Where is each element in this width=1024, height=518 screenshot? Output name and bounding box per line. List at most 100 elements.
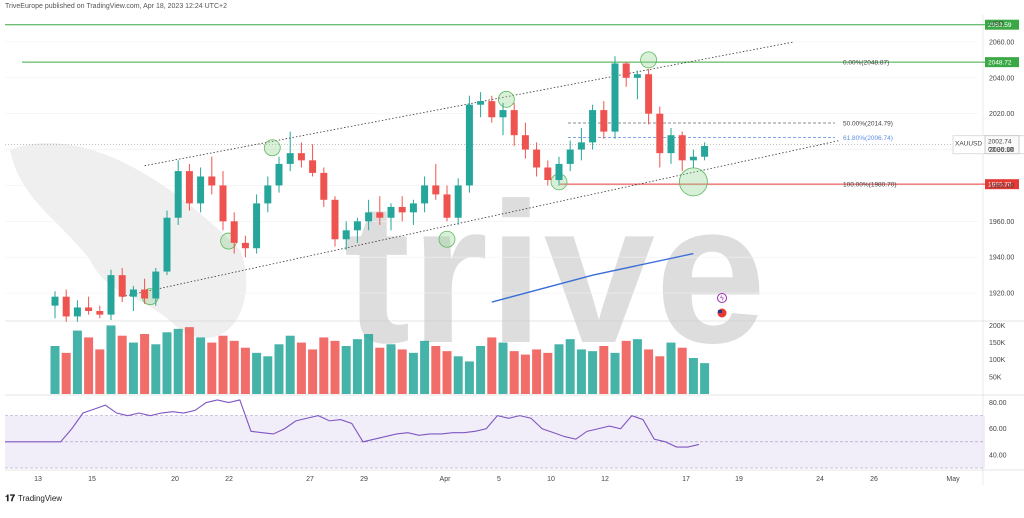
candle-body xyxy=(185,171,193,204)
candle-body xyxy=(465,104,473,186)
volume-bar xyxy=(50,346,60,394)
price-tick-label: 2020.00 xyxy=(989,111,1014,118)
watermark-wing-icon xyxy=(10,143,247,339)
volume-bar xyxy=(610,352,620,394)
candle-body xyxy=(197,176,205,204)
time-tick-label: 10 xyxy=(547,476,555,483)
volume-tick-label: 150K xyxy=(989,340,1006,347)
candle-body xyxy=(163,217,171,272)
fib-label: 0.00%(2048.87) xyxy=(843,59,889,66)
rsi-tick-label: 40.00 xyxy=(989,452,1007,459)
touch-point-marker xyxy=(640,51,657,69)
volume-bar xyxy=(319,337,329,394)
time-tick-label: 5 xyxy=(497,476,501,483)
lightning-event-icon[interactable] xyxy=(717,293,727,303)
candle-body xyxy=(477,101,485,105)
candle-body xyxy=(85,307,93,312)
volume-tick-label: 50K xyxy=(989,374,1002,381)
time-tick-label: 20 xyxy=(171,476,179,483)
volume-bar xyxy=(487,337,497,394)
candle-body xyxy=(533,149,541,168)
time-tick-label: Apr xyxy=(440,476,452,483)
time-tick-label: May xyxy=(946,476,960,483)
lightning-glyph-icon: ϟ xyxy=(720,296,724,303)
volume-bar xyxy=(565,339,575,394)
countdown-label: 03:36:18 xyxy=(988,147,1014,154)
volume-bar xyxy=(554,344,564,394)
volume-bar xyxy=(431,346,441,394)
time-tick-label: 17 xyxy=(682,476,690,483)
candle-body xyxy=(286,153,294,164)
time-tick-label: 24 xyxy=(816,476,824,483)
volume-bar xyxy=(274,344,284,394)
candle-body xyxy=(398,206,406,213)
touch-point-marker xyxy=(679,167,708,197)
axes: USD2060.002040.002020.002000.001980.0019… xyxy=(34,21,1014,483)
volume-tick-label: 100K xyxy=(989,357,1006,364)
touch-point-marker xyxy=(497,90,515,108)
currency-label: USD xyxy=(989,21,1004,28)
volume-tick-label: 200K xyxy=(989,323,1006,330)
fib-retracement[interactable]: 0.00%(2048.87) 50.00%(2014.79) 61.80%(2006… xyxy=(568,59,897,189)
volume-bar xyxy=(397,349,407,394)
published-header: TriveEurope published on TradingView.com… xyxy=(5,3,227,10)
candle-body xyxy=(96,311,104,315)
candle-body xyxy=(174,171,182,218)
candle-body xyxy=(275,163,283,186)
tradingview-logo-icon: 𝟏𝟕 xyxy=(5,493,16,503)
level-price-label: 2069.59 xyxy=(988,22,1012,29)
candle-body xyxy=(230,221,238,243)
time-tick-label: 13 xyxy=(34,476,42,483)
volume-bar xyxy=(151,344,161,394)
level-price-badge xyxy=(985,179,1019,190)
time-tick-label: 22 xyxy=(225,476,233,483)
volume-bar xyxy=(162,332,172,394)
time-tick-label: 26 xyxy=(870,476,878,483)
level-price-badge xyxy=(985,19,1019,30)
fib-label: 61.80%(2006.74) xyxy=(843,135,893,142)
level-price-label: 2048.72 xyxy=(988,60,1012,67)
price-tick-label: 1960.00 xyxy=(989,219,1014,226)
volume-bar xyxy=(84,337,94,394)
volume-bar xyxy=(532,349,542,394)
volume-bar xyxy=(408,352,418,394)
volume-bar xyxy=(364,334,374,394)
candle-body xyxy=(432,185,440,195)
volume-bar xyxy=(240,347,250,394)
candle-body xyxy=(689,156,697,161)
volume-bar xyxy=(375,347,385,394)
volume-pane xyxy=(50,325,710,394)
tradingview-footer[interactable]: 𝟏𝟕 TradingView xyxy=(5,493,62,504)
candle-body xyxy=(387,206,395,218)
volume-bar xyxy=(442,351,452,394)
time-tick-label: 29 xyxy=(360,476,368,483)
volume-bar xyxy=(252,352,262,394)
candle-body xyxy=(600,110,608,132)
last-price-label: 2002.74 xyxy=(988,139,1012,146)
volume-bar xyxy=(184,327,194,394)
rsi-tick-label: 80.00 xyxy=(989,400,1007,407)
candle-body xyxy=(320,172,328,200)
volume-bar xyxy=(509,351,519,394)
volume-bar xyxy=(218,335,228,394)
fib-label: 50.00%(2014.79) xyxy=(843,121,893,128)
candle-body xyxy=(633,74,641,78)
candle-body xyxy=(656,113,664,154)
volume-bar xyxy=(543,352,553,394)
us-flag-canton-icon xyxy=(718,310,722,313)
candle-body xyxy=(208,176,216,186)
candle-body xyxy=(544,167,552,181)
candle-body xyxy=(555,163,563,181)
horizontal-levels[interactable]: 2069.59 2048.72 1980.70 XAUUSD 2002.7403:36:… xyxy=(5,19,1024,190)
volume-bar xyxy=(520,354,530,394)
candle-body xyxy=(152,271,160,299)
last-price-badge xyxy=(984,135,1020,155)
price-tick-label: 1980.00 xyxy=(989,183,1014,190)
time-tick-label: 27 xyxy=(306,476,314,483)
price-tick-label: 2060.00 xyxy=(989,39,1014,46)
time-tick-label: 12 xyxy=(601,476,609,483)
time-tick-label: 15 xyxy=(88,476,96,483)
event-icons[interactable]: ϟ xyxy=(717,293,727,318)
candle-body xyxy=(454,185,462,218)
